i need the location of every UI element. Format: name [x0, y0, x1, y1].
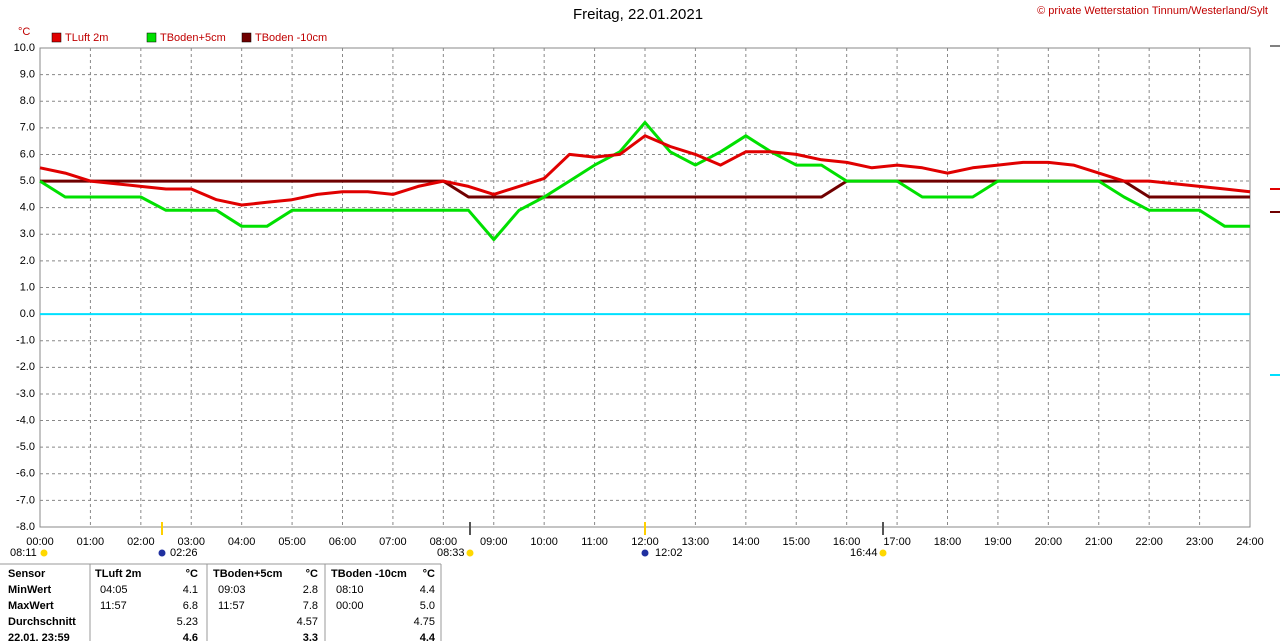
- table-cell: MinWert: [8, 584, 52, 596]
- table-cell: °C: [306, 568, 318, 580]
- table-cell: 4.6: [183, 632, 198, 641]
- event-icon: [40, 549, 48, 557]
- event-icon: [879, 549, 887, 557]
- x-tick-label: 09:00: [480, 536, 508, 548]
- x-tick-label: 07:00: [379, 536, 407, 548]
- y-tick-label: 7.0: [20, 122, 35, 134]
- table-cell: TLuft 2m: [95, 568, 142, 580]
- table-cell: °C: [423, 568, 435, 580]
- event-icon: [466, 549, 474, 557]
- table-cell: TBoden+5cm: [213, 568, 283, 580]
- y-tick-label: 3.0: [20, 228, 35, 240]
- y-tick-label: -1.0: [16, 335, 35, 347]
- series-line: [39, 134, 1251, 207]
- table-cell: 09:03: [218, 584, 246, 596]
- event-label: 16:44: [850, 547, 878, 559]
- x-tick-label: 21:00: [1085, 536, 1113, 548]
- y-tick-label: 6.0: [20, 148, 35, 160]
- table-cell: 04:05: [100, 584, 128, 596]
- event-label: 08:11: [10, 547, 37, 559]
- x-tick-label: 19:00: [984, 536, 1012, 548]
- y-tick-label: 5.0: [20, 175, 35, 187]
- table-cell: 4.1: [183, 584, 198, 596]
- x-tick-label: 06:00: [329, 536, 357, 548]
- x-tick-label: 16:00: [833, 536, 861, 548]
- table-cell: MaxWert: [8, 600, 54, 612]
- x-tick-label: 10:00: [530, 536, 558, 548]
- y-tick-label: 2.0: [20, 255, 35, 267]
- y-tick-label: 1.0: [20, 281, 35, 293]
- event-label: 02:26: [170, 547, 198, 559]
- x-tick-label: 00:00: [26, 536, 54, 548]
- table-cell: Sensor: [8, 568, 46, 580]
- x-tick-label: 01:00: [77, 536, 105, 548]
- legend-swatch: [51, 32, 62, 43]
- table-cell: 2.8: [303, 584, 318, 596]
- event-icon: [641, 549, 649, 557]
- table-cell: 4.57: [297, 616, 318, 628]
- x-tick-label: 03:00: [177, 536, 205, 548]
- table-cell: 00:00: [336, 600, 364, 612]
- x-tick-label: 23:00: [1186, 536, 1214, 548]
- table-cell: 08:10: [336, 584, 364, 596]
- x-tick-label: 11:00: [581, 536, 608, 548]
- table-cell: 11:57: [100, 600, 127, 612]
- y-tick-label: 8.0: [20, 95, 35, 107]
- y-tick-label: -6.0: [16, 468, 35, 480]
- series-line: [39, 121, 1250, 242]
- y-tick-label: -7.0: [16, 494, 35, 506]
- legend-label: TBoden -10cm: [255, 32, 327, 44]
- event-label: 08:33: [437, 547, 465, 559]
- table-cell: 5.0: [420, 600, 435, 612]
- table-cell: 5.23: [177, 616, 198, 628]
- x-tick-label: 02:00: [127, 536, 155, 548]
- event-icon: [158, 549, 166, 557]
- table-cell: Durchschnitt: [8, 616, 76, 628]
- y-tick-label: -3.0: [16, 388, 35, 400]
- x-tick-label: 12:00: [631, 536, 659, 548]
- table-cell: TBoden -10cm: [331, 568, 407, 580]
- table-cell: 4.75: [414, 616, 435, 628]
- legend-label: TBoden+5cm: [160, 32, 226, 44]
- y-tick-label: -4.0: [16, 414, 35, 426]
- y-tick-label: -2.0: [16, 361, 35, 373]
- table-cell: 6.8: [183, 600, 198, 612]
- x-tick-label: 13:00: [682, 536, 710, 548]
- x-tick-label: 15:00: [782, 536, 810, 548]
- credit: © private Wetterstation Tinnum/Westerlan…: [1037, 5, 1268, 17]
- y-axis-label: °C: [18, 26, 30, 38]
- y-tick-label: 0.0: [20, 308, 35, 320]
- legend-swatch: [241, 32, 252, 43]
- y-tick-label: 10.0: [14, 42, 35, 54]
- y-tick-label: 4.0: [20, 202, 35, 214]
- x-tick-label: 20:00: [1035, 536, 1063, 548]
- table-cell: 4.4: [420, 584, 435, 596]
- y-tick-label: -5.0: [16, 441, 35, 453]
- x-tick-label: 08:00: [430, 536, 458, 548]
- y-tick-label: 9.0: [20, 69, 35, 81]
- x-tick-label: 05:00: [278, 536, 306, 548]
- chart-title: Freitag, 22.01.2021: [573, 6, 703, 23]
- x-tick-label: 04:00: [228, 536, 256, 548]
- x-tick-label: 22:00: [1135, 536, 1163, 548]
- y-tick-label: -8.0: [16, 521, 35, 533]
- legend-swatch: [146, 32, 157, 43]
- table-cell: 4.4: [420, 632, 436, 641]
- x-tick-label: 24:00: [1236, 536, 1264, 548]
- x-tick-label: 14:00: [732, 536, 760, 548]
- legend-label: TLuft 2m: [65, 32, 108, 44]
- table-cell: 22.01. 23:59: [8, 632, 70, 641]
- x-tick-label: 17:00: [883, 536, 911, 548]
- x-tick-label: 18:00: [934, 536, 962, 548]
- table-cell: 11:57: [218, 600, 245, 612]
- table-cell: °C: [186, 568, 198, 580]
- event-label: 12:02: [655, 547, 683, 559]
- table-cell: 3.3: [303, 632, 318, 641]
- table-cell: 7.8: [303, 600, 318, 612]
